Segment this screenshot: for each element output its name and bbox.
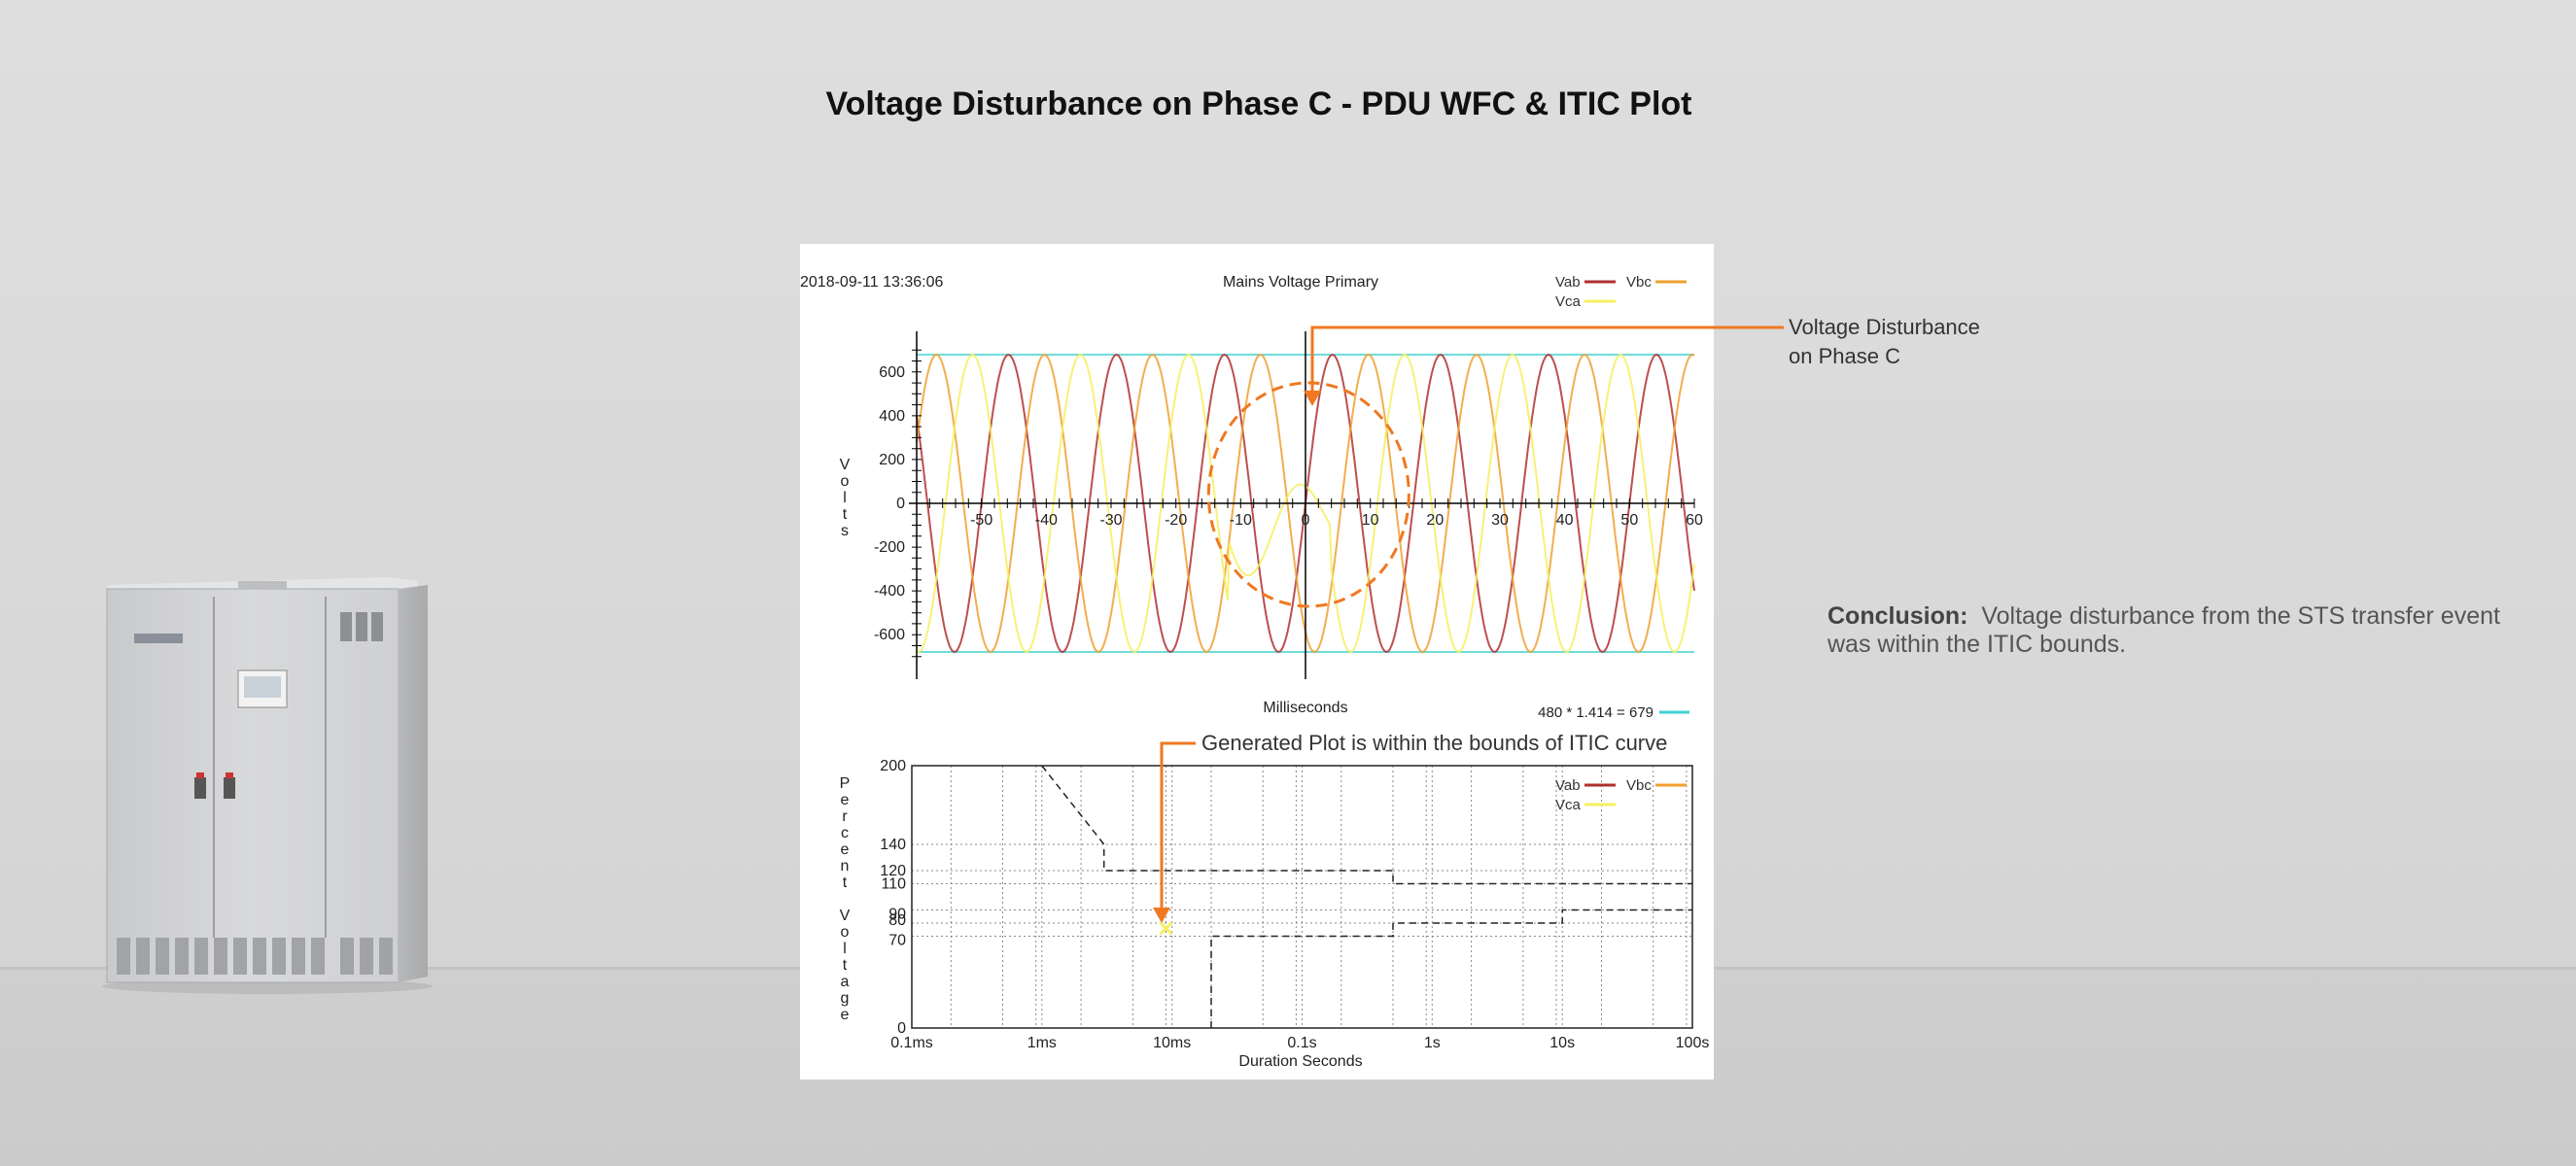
- conclusion-text: Voltage disturbance from the STS transfe…: [1828, 602, 2500, 658]
- waveform-y-tick-label: -400: [874, 583, 905, 600]
- waveform-x-tick-label: -40: [1035, 512, 1058, 529]
- waveform-x-tick-label: -30: [1099, 512, 1122, 529]
- conclusion: Conclusion: Voltage disturbance from the…: [1828, 602, 2508, 659]
- itic-x-tick-label: 10ms: [1153, 1035, 1191, 1051]
- waveform-y-tick-label: -200: [874, 539, 905, 556]
- itic-y-tick-label: 200: [880, 758, 906, 774]
- itic-x-tick-label: 100s: [1676, 1035, 1710, 1051]
- chart-svg: 2018-09-11 13:36:06 Mains Voltage Primary…: [800, 274, 1710, 1070]
- waveform-x-label: Milliseconds: [1263, 700, 1347, 716]
- itic-x-tick-label: 0.1ms: [890, 1035, 933, 1051]
- itic-legend-label-vab: Vab: [1555, 777, 1581, 794]
- itic-x-tick-label: 0.1s: [1287, 1035, 1316, 1051]
- waveform-x-tick-label: 40: [1556, 512, 1574, 529]
- waveform-x-tick-label: 60: [1686, 512, 1703, 529]
- limit-label: 480 * 1.414 = 679: [1538, 704, 1654, 721]
- waveform-x-tick-label: -50: [970, 512, 992, 529]
- waveform-x-tick-label: 30: [1491, 512, 1509, 529]
- page-title: Voltage Disturbance on Phase C - PDU WFC…: [825, 86, 1692, 122]
- waveform-legend-label-vca: Vca: [1555, 293, 1582, 310]
- waveform-timestamp: 2018-09-11 13:36:06: [800, 274, 943, 291]
- itic-y-tick-label: 80: [888, 912, 906, 929]
- itic-plot-frame: [911, 765, 1693, 1029]
- disturbance-circle: [1206, 381, 1410, 608]
- itic-grid: [912, 766, 1692, 1028]
- itic-legend-label-vca: Vca: [1555, 797, 1582, 813]
- itic-y-tick-label: 70: [888, 933, 906, 949]
- waveform-x-tick-label: 20: [1426, 512, 1444, 529]
- itic-legend-label-vbc: Vbc: [1626, 777, 1652, 794]
- callout-itic: Generated Plot is within the bounds of I…: [1201, 731, 1668, 755]
- callout-disturbance-line-2: on Phase C: [1789, 344, 1900, 368]
- sts-cabinet-image: [102, 577, 433, 994]
- waveform-y-tick-label: 0: [896, 496, 905, 512]
- callout-disturbance-line-1: Voltage Disturbance: [1789, 315, 1980, 339]
- itic-y-tick-label: 0: [897, 1020, 906, 1037]
- itic-event-marker: [1159, 921, 1173, 936]
- itic-upper-curve: [1041, 765, 1692, 885]
- waveform-y-tick-label: 200: [879, 452, 905, 468]
- callout-disturbance: Voltage Disturbance on Phase C: [1789, 313, 1980, 371]
- itic-y-tick-label: 120: [880, 863, 906, 879]
- conclusion-label: Conclusion:: [1828, 602, 1968, 630]
- waveform-x-tick-label: 0: [1302, 512, 1310, 529]
- waveform-y-tick-label: 600: [879, 364, 905, 381]
- waveform-x-tick-label: -20: [1165, 512, 1187, 529]
- itic-x-label: Duration Seconds: [1238, 1053, 1362, 1070]
- waveform-title: Mains Voltage Primary: [1223, 274, 1378, 291]
- waveform-x-tick-label: 10: [1362, 512, 1379, 529]
- waveform-x-tick-label: 50: [1620, 512, 1638, 529]
- itic-y-tick-label: 140: [880, 837, 906, 853]
- waveform-legend-label-vbc: Vbc: [1626, 274, 1652, 291]
- itic-x-tick-label: 1s: [1424, 1035, 1441, 1051]
- itic-y-tick-label: 90: [888, 907, 906, 923]
- waveform-legend-label-vab: Vab: [1555, 274, 1581, 291]
- waveform-minor-ticks: [912, 349, 1695, 658]
- waveform-y-tick-label: 400: [879, 408, 905, 425]
- itic-y-tick-label: 110: [881, 876, 906, 893]
- itic-x-tick-label: 10s: [1549, 1035, 1575, 1051]
- chart-panel: 2018-09-11 13:36:06 Mains Voltage Primary…: [800, 244, 1714, 1080]
- itic-x-tick-label: 1ms: [1027, 1035, 1057, 1051]
- waveform-x-tick-label: -10: [1230, 512, 1252, 529]
- itic-lower-curve: [1210, 909, 1692, 1028]
- waveform-y-tick-label: -600: [874, 627, 905, 643]
